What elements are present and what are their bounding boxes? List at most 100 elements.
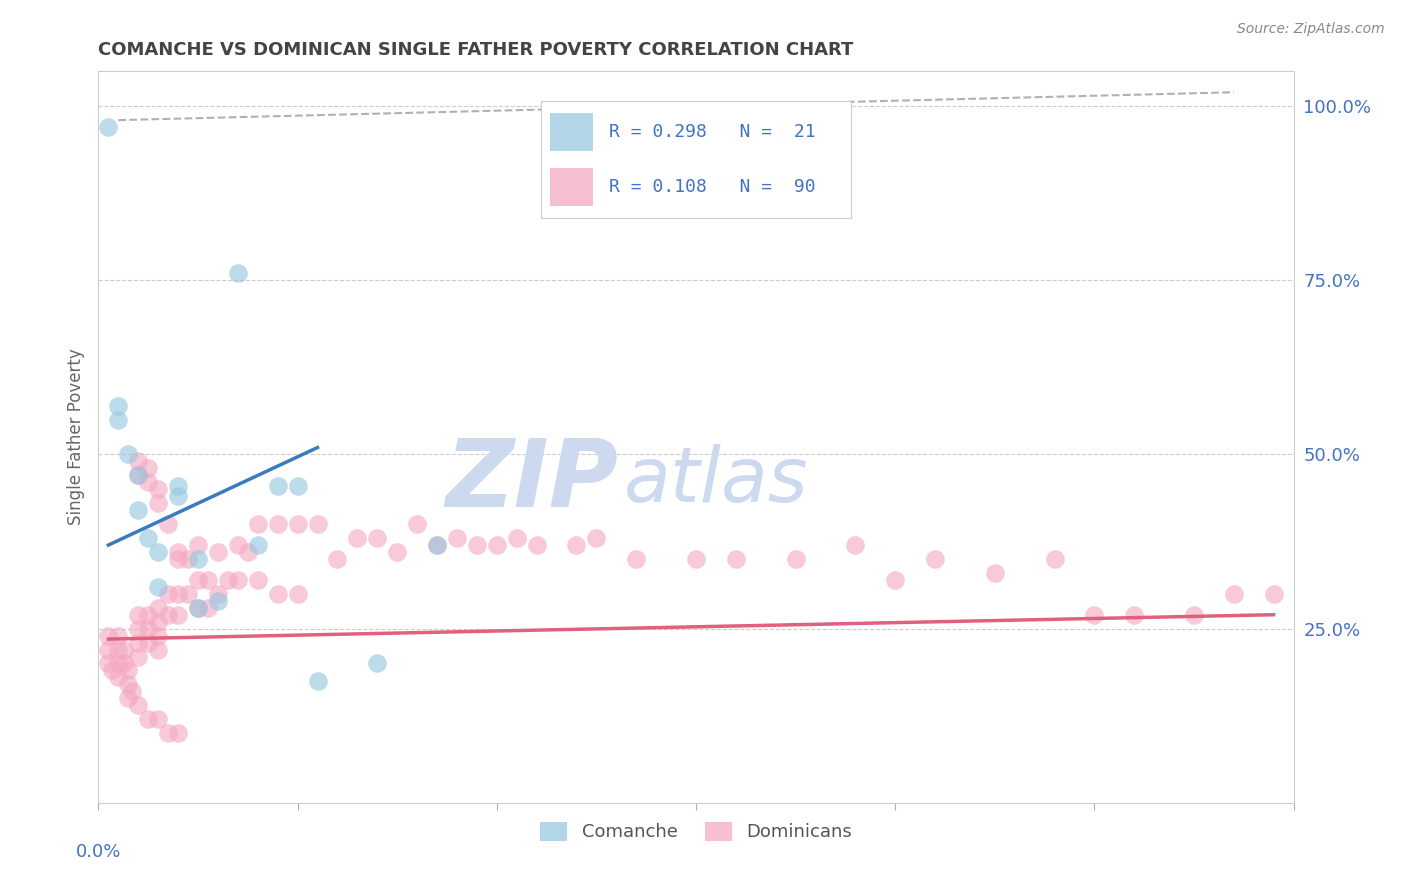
Point xyxy=(121,684,143,698)
Text: atlas: atlas xyxy=(624,444,808,518)
Point xyxy=(107,657,129,671)
Point xyxy=(246,573,269,587)
Point xyxy=(287,587,309,601)
Point xyxy=(187,600,209,615)
Point xyxy=(207,594,229,608)
Point xyxy=(127,622,149,636)
Text: Source: ZipAtlas.com: Source: ZipAtlas.com xyxy=(1237,22,1385,37)
Point xyxy=(127,698,149,713)
Point xyxy=(148,545,170,559)
Point xyxy=(1223,587,1246,601)
Point xyxy=(406,517,429,532)
Point xyxy=(157,517,180,532)
Point xyxy=(287,479,309,493)
Point xyxy=(136,461,159,475)
Point xyxy=(112,642,135,657)
Point xyxy=(107,670,129,684)
Point xyxy=(585,531,607,545)
Point xyxy=(326,552,349,566)
Point xyxy=(246,517,269,532)
Point xyxy=(236,545,259,559)
Point xyxy=(207,545,229,559)
Point xyxy=(267,587,290,601)
Point xyxy=(287,517,309,532)
Point xyxy=(197,600,219,615)
Point xyxy=(167,489,190,503)
Point xyxy=(127,503,149,517)
Point xyxy=(197,573,219,587)
Point xyxy=(884,573,907,587)
Y-axis label: Single Father Poverty: Single Father Poverty xyxy=(66,349,84,525)
Point xyxy=(97,629,120,643)
Point xyxy=(426,538,449,552)
Point xyxy=(366,531,388,545)
Point xyxy=(724,552,747,566)
Point xyxy=(148,629,170,643)
Point xyxy=(148,600,170,615)
Point xyxy=(157,726,180,740)
Point xyxy=(97,657,120,671)
Point xyxy=(167,587,190,601)
Point xyxy=(446,531,468,545)
Point xyxy=(127,468,149,483)
Point xyxy=(506,531,529,545)
Point xyxy=(366,657,388,671)
Point xyxy=(426,538,449,552)
Point xyxy=(101,664,124,678)
Point xyxy=(267,517,290,532)
Point xyxy=(187,573,209,587)
Point xyxy=(136,622,159,636)
Point xyxy=(844,538,866,552)
Text: COMANCHE VS DOMINICAN SINGLE FATHER POVERTY CORRELATION CHART: COMANCHE VS DOMINICAN SINGLE FATHER POVE… xyxy=(98,41,853,59)
Point xyxy=(177,552,200,566)
Point xyxy=(187,552,209,566)
Point xyxy=(148,642,170,657)
Point xyxy=(157,587,180,601)
Point xyxy=(107,642,129,657)
Point xyxy=(136,635,159,649)
Point xyxy=(485,538,508,552)
Point xyxy=(177,587,200,601)
Point xyxy=(685,552,707,566)
Point xyxy=(127,468,149,483)
Point xyxy=(385,545,409,559)
Point xyxy=(526,538,548,552)
Point xyxy=(127,649,149,664)
Point xyxy=(136,607,159,622)
Point xyxy=(1263,587,1285,601)
Point xyxy=(1083,607,1105,622)
Point xyxy=(148,580,170,594)
Text: 0.0%: 0.0% xyxy=(76,843,121,861)
Point xyxy=(267,479,290,493)
Point xyxy=(924,552,946,566)
Point xyxy=(226,538,249,552)
Point xyxy=(984,566,1007,580)
Point xyxy=(148,615,170,629)
Point xyxy=(127,454,149,468)
Point xyxy=(465,538,488,552)
Point xyxy=(246,538,269,552)
Point xyxy=(207,587,229,601)
Point xyxy=(136,531,159,545)
Point xyxy=(1182,607,1205,622)
Point xyxy=(97,642,120,657)
Point xyxy=(157,607,180,622)
Point xyxy=(346,531,368,545)
Point xyxy=(167,607,190,622)
Point xyxy=(117,448,139,462)
Point xyxy=(1043,552,1066,566)
Point xyxy=(148,483,170,497)
Point xyxy=(307,673,329,688)
Point xyxy=(117,664,139,678)
Point xyxy=(226,266,249,280)
Point xyxy=(127,607,149,622)
Point xyxy=(97,120,120,134)
Point xyxy=(626,552,648,566)
Point xyxy=(117,691,139,706)
Point xyxy=(107,399,129,413)
Point xyxy=(226,573,249,587)
Point xyxy=(167,479,190,493)
Point xyxy=(148,496,170,510)
Point xyxy=(1123,607,1146,622)
Point xyxy=(307,517,329,532)
